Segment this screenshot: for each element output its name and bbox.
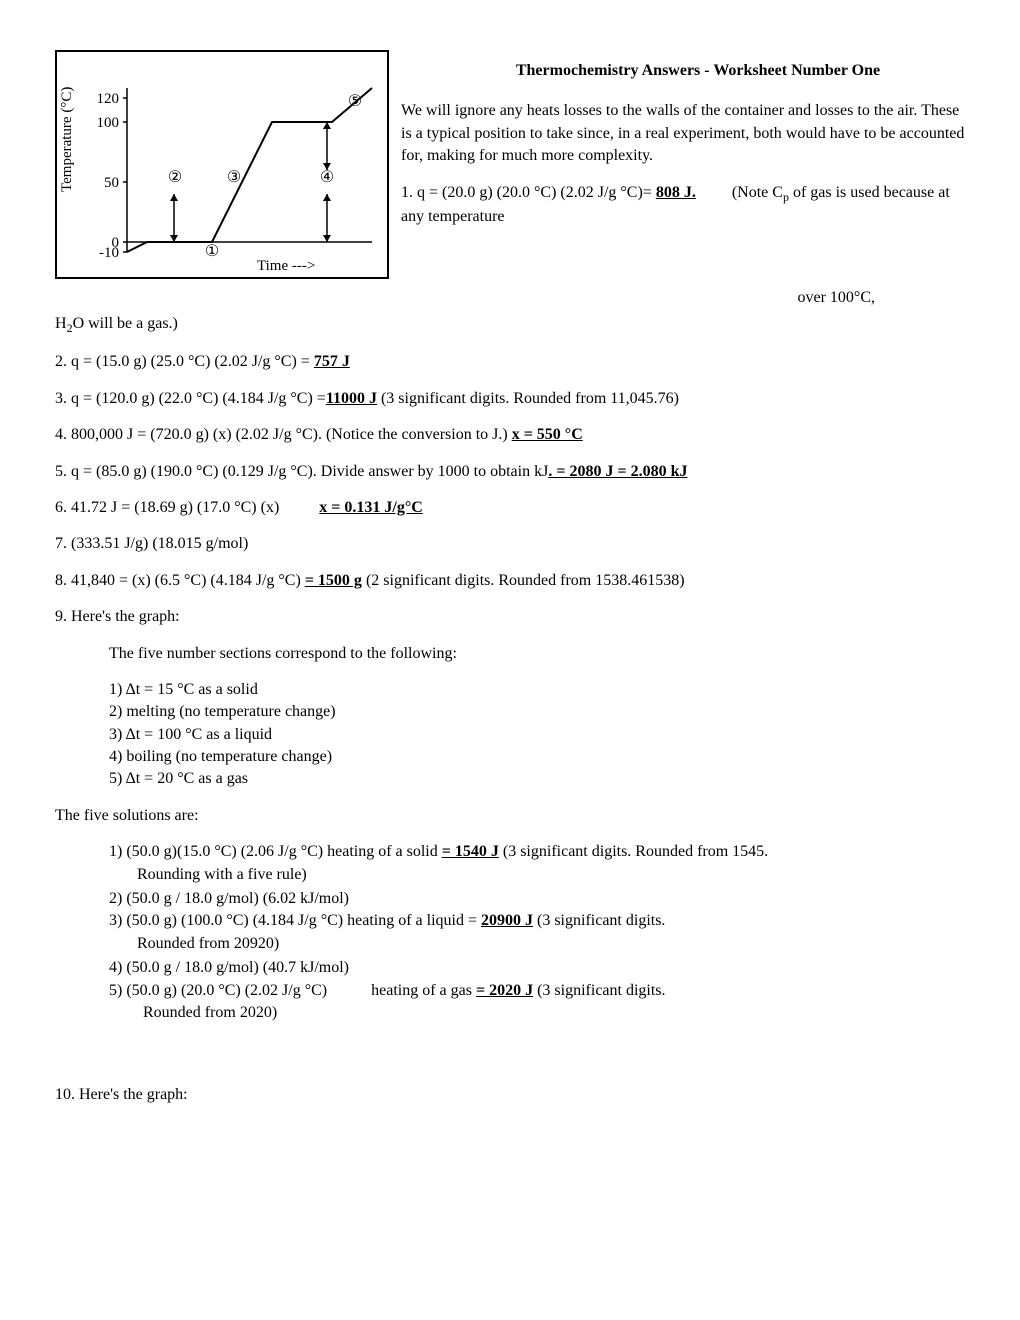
answer-5: 5. q = (85.0 g) (190.0 °C) (0.129 J/g °C… [55, 461, 965, 483]
solution-3: 3) (50.0 g) (100.0 °C) (4.184 J/g °C) he… [109, 910, 965, 932]
list-item: 3) Δt = 100 °C as a liquid [109, 724, 965, 746]
solution-5-cont: Rounded from 2020) [109, 1002, 965, 1024]
svg-text:③: ③ [227, 169, 241, 186]
list-item: 1) Δt = 15 °C as a solid [109, 679, 965, 701]
answer-8: 8. 41,840 = (x) (6.5 °C) (4.184 J/g °C) … [55, 570, 965, 592]
solution-1-cont: Rounding with a five rule) [109, 864, 965, 886]
svg-text:0: 0 [112, 235, 120, 251]
answer-7: 7. (333.51 J/g) (18.015 g/mol) [55, 533, 965, 555]
intro-paragraph: We will ignore any heats losses to the w… [401, 100, 965, 167]
list-item: 2) melting (no temperature change) [109, 701, 965, 723]
svg-text:50: 50 [104, 175, 119, 191]
answer-9-header: 9. Here's the graph: [55, 606, 965, 628]
answer-10-header: 10. Here's the graph: [55, 1084, 965, 1106]
svg-text:④: ④ [320, 169, 334, 186]
answer-6: 6. 41.72 J = (18.69 g) (17.0 °C) (x) x =… [55, 497, 965, 519]
page-title: Thermochemistry Answers - Worksheet Numb… [401, 60, 965, 82]
answer-3: 3. q = (120.0 g) (22.0 °C) (4.184 J/g °C… [55, 388, 965, 410]
solution-2: 2) (50.0 g / 18.0 g/mol) (6.02 kJ/mol) [109, 888, 965, 910]
svg-text:①: ① [205, 243, 219, 260]
y-axis-label: Temperature (°C) [59, 87, 75, 192]
solutions-list: 1) (50.0 g)(15.0 °C) (2.06 J/g °C) heati… [55, 841, 965, 1024]
answer-1: 1. q = (20.0 g) (20.0 °C) (2.02 J/g °C)=… [401, 182, 965, 228]
solution-5: 5) (50.0 g) (20.0 °C) (2.02 J/g °C) heat… [109, 980, 965, 1002]
answer-2: 2. q = (15.0 g) (25.0 °C) (2.02 J/g °C) … [55, 351, 965, 373]
svg-text:②: ② [168, 169, 182, 186]
q9-intro: The five number sections correspond to t… [55, 643, 965, 665]
svg-text:100: 100 [97, 115, 120, 131]
solution-3-cont: Rounded from 20920) [109, 933, 965, 955]
svg-text:⑤: ⑤ [348, 93, 362, 110]
q9-sections-list: 1) Δt = 15 °C as a solid 2) melting (no … [55, 679, 965, 791]
x-axis-label: Time ---> [257, 258, 315, 274]
answer-4: 4. 800,000 J = (720.0 g) (x) (2.02 J/g °… [55, 424, 965, 446]
solutions-header: The five solutions are: [55, 805, 965, 827]
svg-text:120: 120 [97, 91, 120, 107]
continuation-text: over 100°C, [55, 287, 965, 309]
heating-curve-graph: Temperature (°C) -10050100120 ①②③④⑤ Time… [55, 50, 389, 279]
solution-1: 1) (50.0 g)(15.0 °C) (2.06 J/g °C) heati… [109, 841, 965, 863]
solution-4: 4) (50.0 g / 18.0 g/mol) (40.7 kJ/mol) [109, 957, 965, 979]
h2o-continuation: H2O will be a gas.) [55, 313, 965, 337]
list-item: 5) Δt = 20 °C as a gas [109, 768, 965, 790]
list-item: 4) boiling (no temperature change) [109, 746, 965, 768]
